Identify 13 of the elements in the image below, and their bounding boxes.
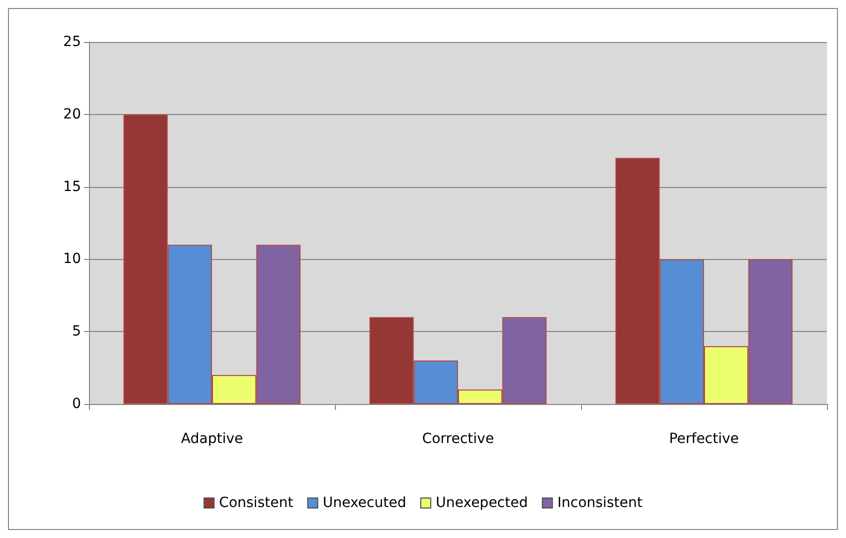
y-tick-label: 5: [72, 324, 81, 340]
legend-label: Unexepected: [436, 495, 528, 511]
legend-label: Inconsistent: [557, 495, 643, 511]
legend-label: Consistent: [219, 495, 294, 511]
y-tick-label: 10: [63, 251, 81, 268]
legend-label: Unexecuted: [322, 495, 406, 511]
x-tick-label: Corrective: [422, 431, 494, 447]
y-tick-label: 20: [63, 106, 81, 122]
x-tick-label: Adaptive: [181, 431, 243, 447]
x-tick-label: Perfective: [669, 431, 739, 447]
y-tick-label: 25: [63, 34, 81, 50]
y-tick-label: 15: [63, 178, 81, 195]
y-tick-label: 0: [72, 396, 81, 412]
